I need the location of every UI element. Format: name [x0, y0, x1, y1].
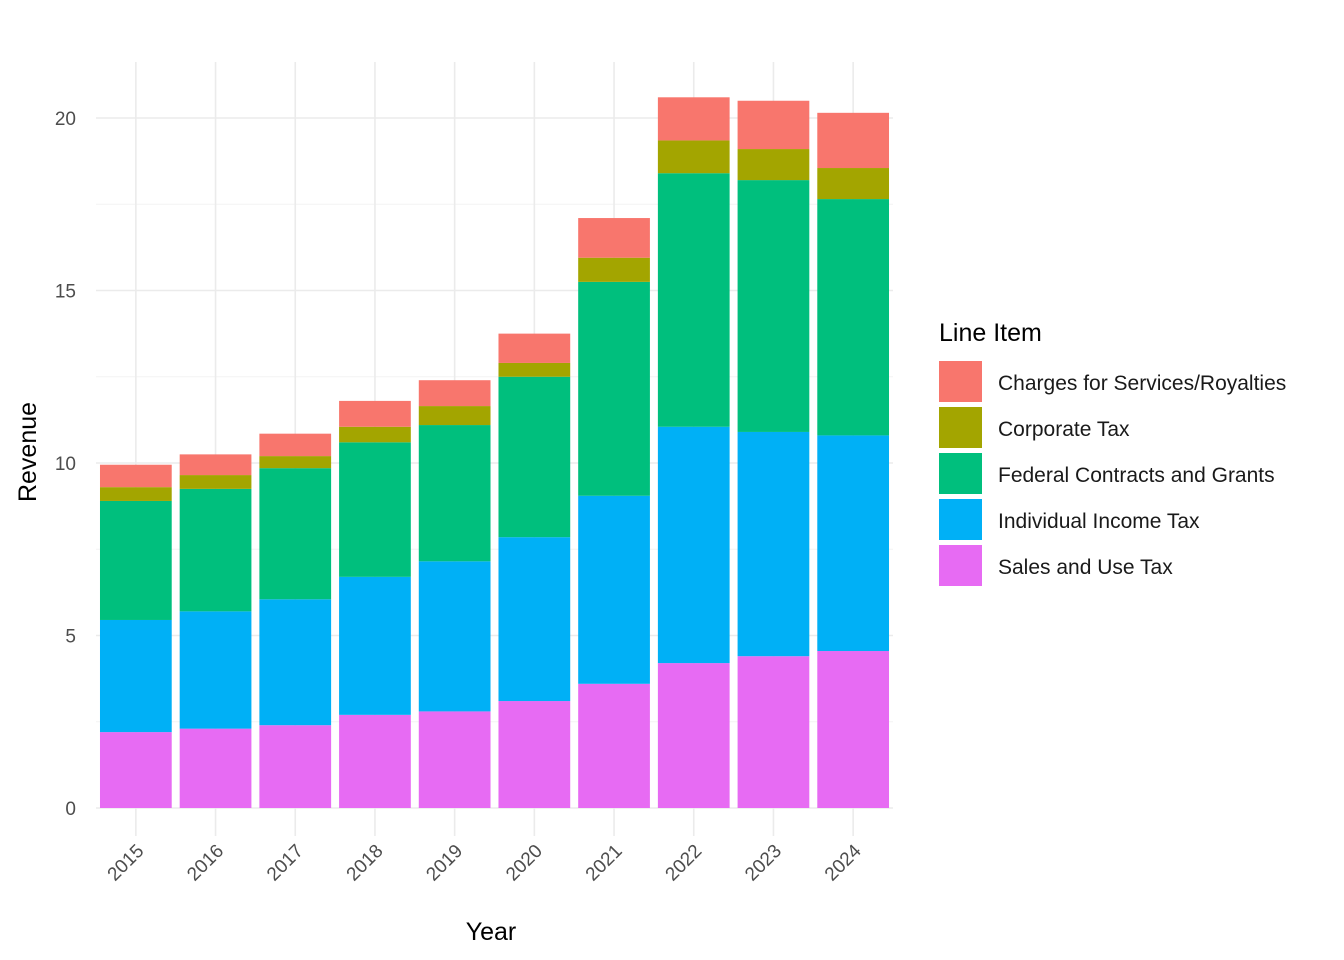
y-axis-ticks: 0 5 10 15 20: [55, 109, 76, 820]
bar-segment: [498, 333, 571, 363]
x-tick-label: 2017: [263, 841, 308, 886]
legend: Line Item Charges for Services/Royalties…: [939, 319, 1286, 586]
x-tick-label: 2024: [821, 840, 866, 885]
bar-segment: [179, 728, 252, 808]
bar-segment: [578, 218, 650, 258]
y-tick-label: 10: [55, 454, 76, 475]
bar-segment: [817, 199, 890, 436]
bar-segment: [737, 100, 810, 150]
bar-segment: [498, 701, 571, 808]
y-tick-label: 15: [55, 282, 76, 303]
y-tick-label: 0: [65, 799, 76, 820]
legend-swatch: [939, 545, 982, 586]
bar-segment: [817, 112, 890, 169]
x-tick-label: 2016: [183, 841, 228, 886]
bar-segment: [99, 619, 172, 733]
bar-segment: [339, 714, 411, 808]
legend-swatch: [939, 453, 982, 494]
bar-segment: [657, 97, 730, 141]
bar-segment: [259, 456, 332, 469]
bar-segment: [737, 656, 810, 808]
bar-segment: [817, 435, 890, 652]
x-tick-label: 2018: [343, 841, 388, 886]
x-tick-label: 2020: [502, 841, 547, 886]
bar-segment: [737, 149, 810, 181]
bar-segment: [657, 140, 730, 174]
bar-segment: [99, 464, 172, 488]
bar-segment: [179, 454, 252, 476]
legend-label: Corporate Tax: [998, 418, 1130, 441]
bar-segment: [737, 180, 810, 432]
x-axis-title: Year: [466, 918, 517, 946]
bar-segment: [259, 725, 332, 808]
bar-segment: [578, 257, 650, 282]
bar-segment: [259, 468, 332, 600]
x-tick-label: 2022: [662, 841, 707, 886]
legend-swatch: [939, 361, 982, 402]
legend-title: Line Item: [939, 319, 1042, 347]
bar-segment: [418, 711, 491, 808]
bar-segment: [418, 425, 491, 562]
bar-segment: [259, 433, 332, 457]
bar-segment: [498, 537, 571, 702]
bar-segment: [578, 495, 650, 684]
legend-label: Federal Contracts and Grants: [998, 464, 1275, 487]
bar-segment: [179, 475, 252, 489]
bar-segment: [418, 561, 491, 712]
x-tick-label: 2015: [104, 841, 149, 886]
bar-segment: [817, 168, 890, 200]
legend-label: Individual Income Tax: [998, 510, 1200, 533]
y-tick-label: 20: [55, 109, 76, 130]
bar-segment: [817, 651, 890, 808]
bar-segment: [339, 400, 411, 427]
bar-segment: [657, 173, 730, 427]
legend-label: Sales and Use Tax: [998, 556, 1173, 579]
bar-segment: [498, 362, 571, 377]
bar-segment: [99, 487, 172, 501]
y-axis-title: Revenue: [14, 402, 42, 502]
bar-segment: [657, 663, 730, 808]
x-tick-label: 2021: [582, 841, 627, 886]
bar-segment: [657, 426, 730, 664]
bar-segment: [339, 442, 411, 577]
legend-swatch: [939, 407, 982, 448]
bar-segment: [179, 488, 252, 612]
x-tick-label: 2019: [422, 841, 467, 886]
bar-segment: [179, 611, 252, 729]
x-tick-label: 2023: [741, 841, 786, 886]
bar-segment: [99, 732, 172, 808]
x-axis-ticks: 2015 2016 2017 2018 2019 2020 2021 2022 2023 2024: [104, 840, 866, 885]
bar-segment: [259, 599, 332, 726]
bar-segment: [418, 406, 491, 426]
legend-label: Charges for Services/Royalties: [998, 372, 1286, 395]
bar-segment: [578, 281, 650, 496]
bar-segment: [99, 500, 172, 620]
bar-segment: [339, 426, 411, 443]
bars: [99, 97, 890, 808]
bar-segment: [498, 376, 571, 538]
bar-segment: [737, 431, 810, 657]
legend-swatch: [939, 499, 982, 540]
bar-segment: [578, 683, 650, 808]
y-tick-label: 5: [65, 627, 76, 648]
bar-segment: [418, 380, 491, 407]
bar-segment: [339, 576, 411, 715]
